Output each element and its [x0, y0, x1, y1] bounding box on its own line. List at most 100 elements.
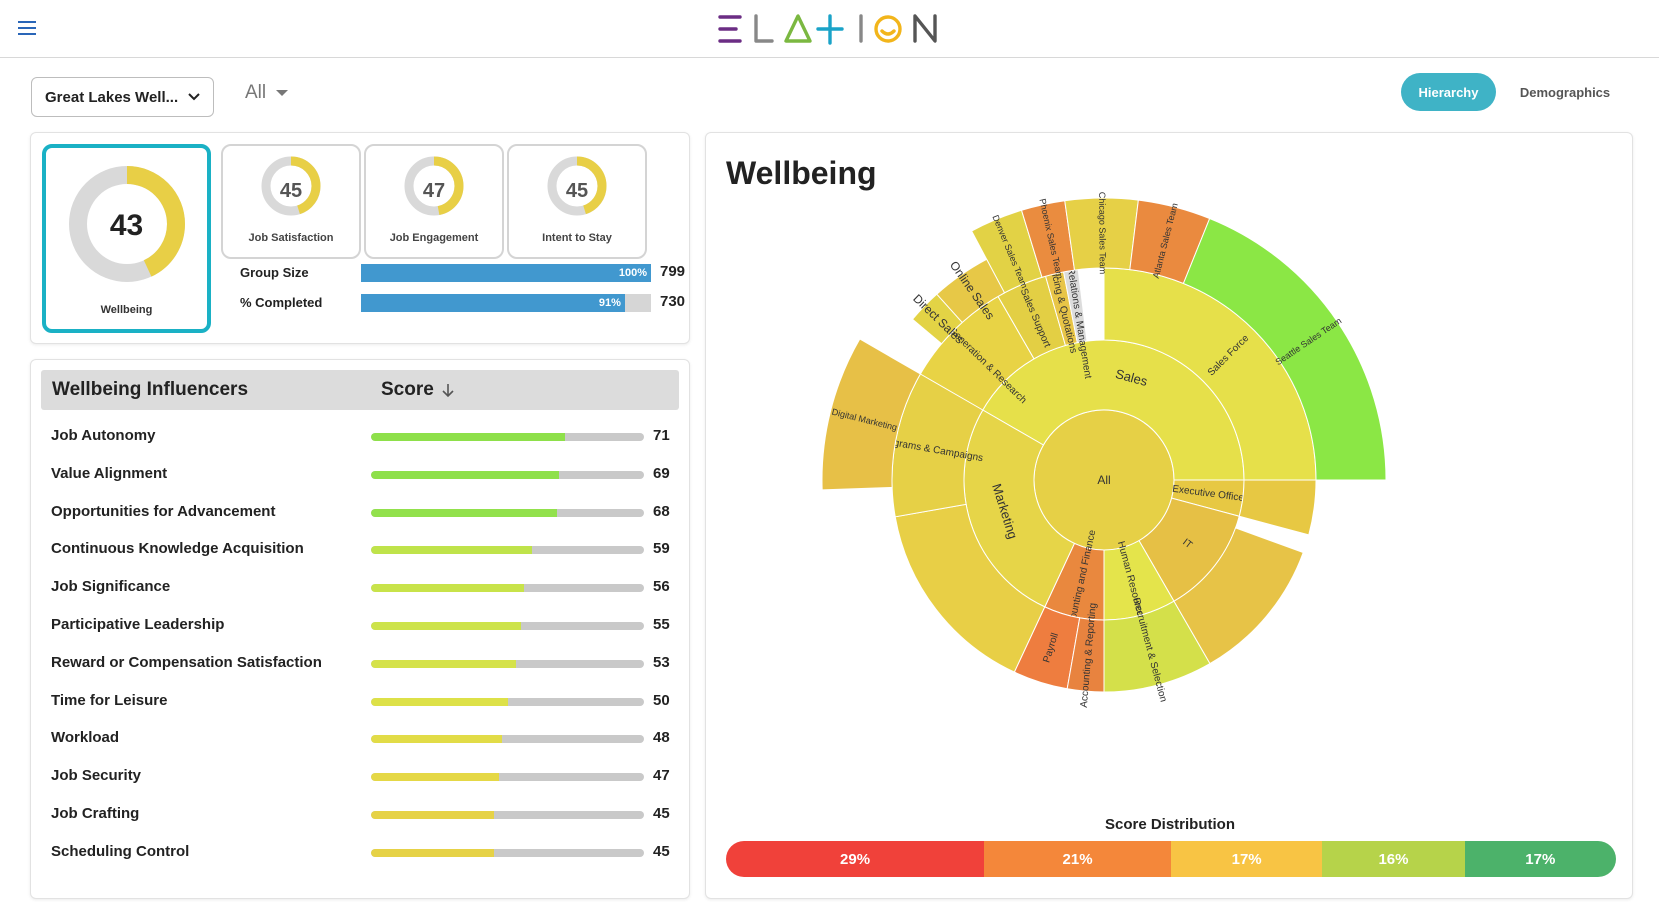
sunburst-segment[interactable]	[1103, 600, 1211, 693]
group-size-bar-fill: 100%	[361, 264, 651, 282]
influencer-row[interactable]: Workload 48	[51, 722, 671, 752]
influencer-row[interactable]: Time for Leisure 50	[51, 685, 671, 715]
intent-to-stay-label: Intent to Stay	[542, 232, 612, 244]
influencer-bar	[371, 470, 644, 479]
influencer-bar	[371, 584, 644, 593]
job-engagement-label: Job Engagement	[389, 232, 479, 244]
completed-bar-fill: 91%	[361, 294, 625, 312]
sunburst-segment[interactable]	[1173, 527, 1304, 665]
group-size-label: Group Size	[240, 265, 309, 280]
wellbeing-score-value: 43	[109, 209, 144, 242]
arrow-down-icon[interactable]	[440, 382, 456, 398]
top-bar	[0, 0, 1659, 58]
score-sort-header[interactable]: Score	[381, 379, 434, 400]
score-distribution-bar: 29% 21% 17% 16% 17%	[726, 841, 1616, 877]
influencer-score: 55	[653, 616, 670, 633]
completed-label: % Completed	[240, 295, 323, 310]
distribution-segment: 29%	[726, 841, 985, 877]
influencer-score: 45	[653, 805, 670, 822]
influencer-bar	[371, 622, 644, 630]
group-size-bar: 100%	[361, 264, 651, 282]
influencer-score: 45	[653, 842, 670, 860]
influencer-score: 50	[653, 691, 670, 709]
influencer-name: Opportunities for Advancement	[51, 502, 276, 520]
influencer-score: 69	[653, 464, 670, 482]
group-size-value: 799	[660, 263, 686, 280]
hamburger-menu-icon[interactable]	[18, 21, 36, 35]
wellbeing-score-tile[interactable]: 43 Wellbeing	[42, 144, 211, 333]
influencer-bar-fill	[371, 546, 533, 555]
influencer-row[interactable]: Value Alignment 69	[51, 458, 671, 488]
influencer-row[interactable]: Participative Leadership 55	[51, 609, 671, 639]
intent-to-stay-tile[interactable]: 45 Intent to Stay	[507, 144, 647, 259]
influencer-name: Job Autonomy	[51, 427, 156, 444]
chevron-down-icon	[188, 93, 200, 101]
influencer-bar-fill	[371, 848, 494, 857]
influencers-header: Wellbeing Influencers Score	[41, 370, 679, 410]
job-engagement-tile[interactable]: 47 Job Engagement	[364, 144, 504, 259]
influencer-score: 68	[653, 502, 670, 520]
organization-dropdown-value: Great Lakes Well...	[45, 88, 179, 106]
influencer-bar-fill	[371, 622, 522, 630]
chart-card: Wellbeing All Sales Executive Office IT Huma…	[705, 132, 1633, 899]
influencer-bar	[371, 697, 644, 706]
sunburst-label: Chicago Sales Team	[1097, 192, 1108, 274]
job-engagement-donut	[404, 156, 464, 216]
influencer-score: 53	[653, 653, 670, 671]
sunburst-segment[interactable]	[821, 338, 922, 491]
influencer-row[interactable]: Scheduling Control 45	[51, 836, 671, 866]
influencer-score: 56	[653, 578, 670, 596]
sunburst-segment[interactable]	[1013, 606, 1081, 690]
job-engagement-value: 47	[422, 180, 446, 202]
distribution-segment: 21%	[984, 841, 1171, 877]
chart-title: Wellbeing	[726, 155, 877, 191]
intent-to-stay-donut	[547, 156, 607, 216]
influencer-row[interactable]: Job Security 47	[51, 760, 671, 790]
completed-percent: 91%	[598, 297, 621, 309]
group-dropdown[interactable]: All	[245, 82, 289, 104]
job-satisfaction-label: Job Satisfaction	[248, 232, 334, 244]
tab-demographics[interactable]: Demographics	[1519, 84, 1611, 100]
influencer-name: Scheduling Control	[51, 842, 190, 860]
influencer-score: 48	[653, 729, 670, 747]
influencer-row[interactable]: Job Autonomy 71	[51, 420, 671, 450]
completed-value: 730	[660, 293, 686, 310]
influencer-name: Participative Leadership	[51, 616, 225, 633]
completed-row: % Completed 91% 730	[240, 292, 685, 314]
influencer-bar-fill	[371, 584, 524, 593]
influencer-score: 59	[653, 540, 670, 558]
sunburst-segment[interactable]	[911, 293, 963, 345]
influencer-name: Job Security	[51, 767, 142, 785]
influencer-row[interactable]: Opportunities for Advancement 68	[51, 496, 671, 526]
sunburst-segment[interactable]	[1182, 217, 1387, 481]
influencer-name: Reward or Compensation Satisfaction	[51, 653, 322, 671]
influencer-bar	[371, 546, 644, 555]
influencer-bar-fill	[371, 811, 494, 819]
sunburst-center-label: All	[1097, 473, 1110, 487]
influencer-bar	[371, 659, 644, 668]
tab-hierarchy[interactable]: Hierarchy	[1401, 73, 1496, 111]
wellbeing-score-label: Wellbeing	[100, 304, 153, 316]
caret-down-icon	[276, 90, 289, 96]
influencer-score: 71	[653, 427, 670, 444]
influencer-bar	[371, 508, 644, 517]
influencers-card: Wellbeing Influencers Score Job Autonomy…	[30, 359, 690, 899]
organization-dropdown[interactable]: Great Lakes Well...	[31, 77, 214, 117]
influencer-name: Job Significance	[51, 578, 171, 596]
influencer-row[interactable]: Reward or Compensation Satisfaction 53	[51, 647, 671, 677]
influencer-row[interactable]: Job Significance 56	[51, 571, 671, 601]
sunburst-segment[interactable]	[936, 258, 1006, 324]
distribution-segment: 16%	[1322, 841, 1465, 877]
influencer-score: 47	[653, 767, 670, 785]
influencer-row[interactable]: Continuous Knowledge Acquisition 59	[51, 533, 671, 563]
group-size-row: Group Size 100% 799	[240, 262, 685, 284]
job-satisfaction-tile[interactable]: 45 Job Satisfaction	[221, 144, 361, 259]
influencer-row[interactable]: Job Crafting 45	[51, 798, 671, 828]
score-distribution-title: Score Distribution	[1104, 816, 1235, 833]
influencer-bar	[371, 811, 644, 819]
sunburst-segment[interactable]	[1066, 617, 1105, 693]
sunburst-segment[interactable]	[1238, 479, 1317, 536]
influencer-name: Continuous Knowledge Acquisition	[51, 540, 304, 558]
job-satisfaction-donut	[261, 156, 321, 216]
